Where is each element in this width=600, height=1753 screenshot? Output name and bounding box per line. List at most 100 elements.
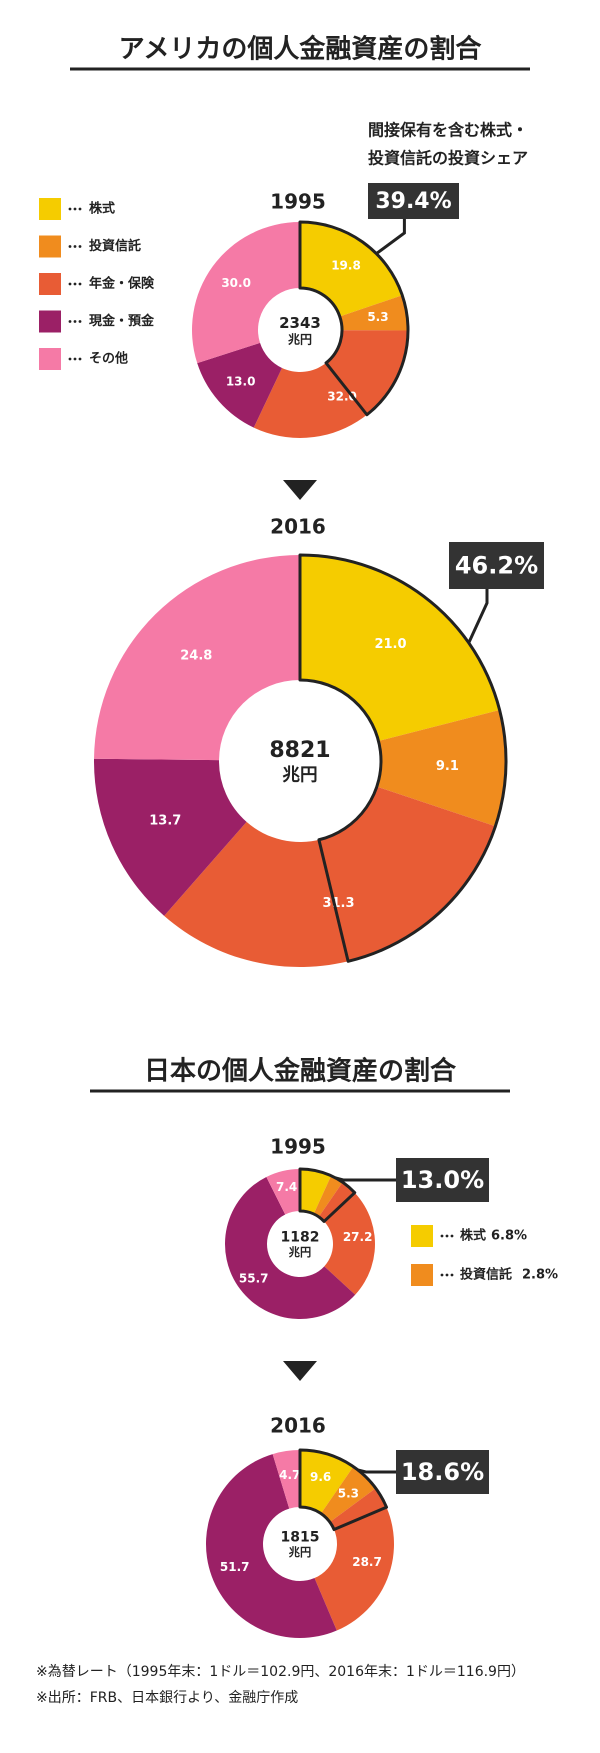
legend-dots <box>78 357 82 361</box>
slice-label: 21.0 <box>374 637 406 652</box>
donut-slice <box>272 1450 300 1509</box>
slice-label: 13.0 <box>226 375 256 389</box>
center-total: 1182 <box>281 1230 320 1246</box>
slice-label: 9.1 <box>436 759 459 774</box>
legend-dots <box>450 1234 454 1238</box>
legend-dots <box>68 357 72 361</box>
donut-slice <box>94 555 300 761</box>
callout-value: 46.2% <box>455 552 538 580</box>
legend-swatch <box>39 348 61 370</box>
legend-dots <box>73 207 77 211</box>
donut-slice <box>320 1466 376 1523</box>
donut-slice <box>164 786 496 967</box>
legend-dots <box>68 245 72 248</box>
callout-box <box>449 542 544 589</box>
donut-slice <box>300 222 403 317</box>
legend-dots <box>78 282 82 286</box>
center-unit: 兆円 <box>289 1545 311 1559</box>
slice-label: 27.2 <box>343 1230 373 1244</box>
center-unit: 兆円 <box>288 331 312 346</box>
legend-dots <box>73 245 77 248</box>
chart-title: 1995 <box>270 190 326 214</box>
slice-label: 55.7 <box>239 1271 269 1285</box>
legend-dots <box>78 207 82 211</box>
legend-dots <box>78 245 82 248</box>
legend-swatch <box>411 1225 433 1247</box>
legend-label: 現金・預金 <box>89 313 155 329</box>
chart-title: 1995 <box>270 1135 326 1159</box>
slice-label: 51.7 <box>220 1560 250 1574</box>
slice-label: 5.3 <box>338 1487 359 1501</box>
donut-slice <box>224 1176 356 1319</box>
legend-label: 株式 <box>460 1228 486 1244</box>
section-title: アメリカの個人金融資産の割合 <box>119 34 483 65</box>
callout-leader <box>334 1176 396 1182</box>
callout-value: 13.0% <box>401 1166 484 1194</box>
legend-label: 年金・保険 <box>89 276 155 292</box>
donut-slice <box>300 555 500 741</box>
callout-leader <box>357 1468 396 1474</box>
callout-outline <box>298 553 508 963</box>
legend-value: 2.8% <box>522 1268 558 1283</box>
donut-slice <box>314 1488 395 1631</box>
legend-dots <box>73 357 77 361</box>
legend-swatch <box>39 310 61 333</box>
slice-label: 24.8 <box>180 649 212 664</box>
legend-dots <box>445 1234 449 1238</box>
slice-label: 4.7 <box>279 1468 300 1482</box>
slice-label: 19.8 <box>331 258 361 272</box>
legend-dots <box>450 1273 454 1277</box>
center-total: 2343 <box>279 314 321 332</box>
slice-label: 7.4 <box>276 1180 297 1194</box>
center-unit: 兆円 <box>282 765 317 785</box>
legend-dots <box>68 207 72 211</box>
donut-slice <box>318 1182 375 1295</box>
legend-value: 6.8% <box>491 1229 527 1244</box>
down-arrow <box>283 1361 317 1381</box>
center-total: 8821 <box>269 738 330 763</box>
callout-outline <box>298 1448 389 1532</box>
donut-slice <box>339 295 408 331</box>
footnote: ※出所：FRB、日本銀行より、金融庁作成 <box>36 1690 298 1706</box>
callout-box <box>396 1158 489 1202</box>
donut-slice <box>197 342 283 428</box>
chart-title: 2016 <box>270 515 326 539</box>
center-total: 1815 <box>281 1530 320 1546</box>
legend-dots <box>73 320 77 323</box>
footnote: ※為替レート（1995年末：1ドル＝102.9円、2016年末：1ドル＝116.… <box>36 1664 525 1680</box>
callout-heading: 投資信託の投資シェア <box>368 149 528 168</box>
donut-slice <box>300 1169 332 1214</box>
legend-label: その他 <box>89 351 128 367</box>
donut-slice <box>94 758 247 916</box>
legend-dots <box>440 1234 444 1238</box>
callout-value: 39.4% <box>375 189 451 214</box>
legend-dots <box>445 1273 449 1277</box>
slice-label: 31.3 <box>322 896 354 911</box>
callout-leader <box>375 219 406 255</box>
legend-swatch <box>39 273 61 295</box>
chart-title: 2016 <box>270 1414 326 1438</box>
down-arrow <box>283 480 317 500</box>
donut-slice <box>376 710 506 827</box>
callout-outline <box>298 1167 357 1223</box>
legend-label: 投資信託 <box>89 238 141 254</box>
donut-slice <box>253 330 408 438</box>
legend-dots <box>68 320 72 323</box>
legend-swatch <box>39 198 61 220</box>
callout-heading: 間接保有を含む株式・ <box>368 121 528 140</box>
legend-dots <box>78 320 82 323</box>
callout-outline <box>298 220 410 417</box>
section-title: 日本の個人金融資産の割合 <box>144 1056 457 1087</box>
callout-value: 18.6% <box>401 1458 484 1486</box>
donut-slice <box>206 1454 337 1638</box>
legend-dots <box>68 282 72 286</box>
legend-swatch <box>411 1264 433 1286</box>
callout-box <box>396 1450 489 1494</box>
slice-label: 28.7 <box>352 1555 382 1569</box>
callout-box <box>368 183 459 219</box>
legend-swatch <box>39 235 61 258</box>
donut-slice <box>313 1175 343 1217</box>
callout-leader <box>467 589 489 644</box>
legend-label: 投資信託 <box>460 1267 512 1283</box>
